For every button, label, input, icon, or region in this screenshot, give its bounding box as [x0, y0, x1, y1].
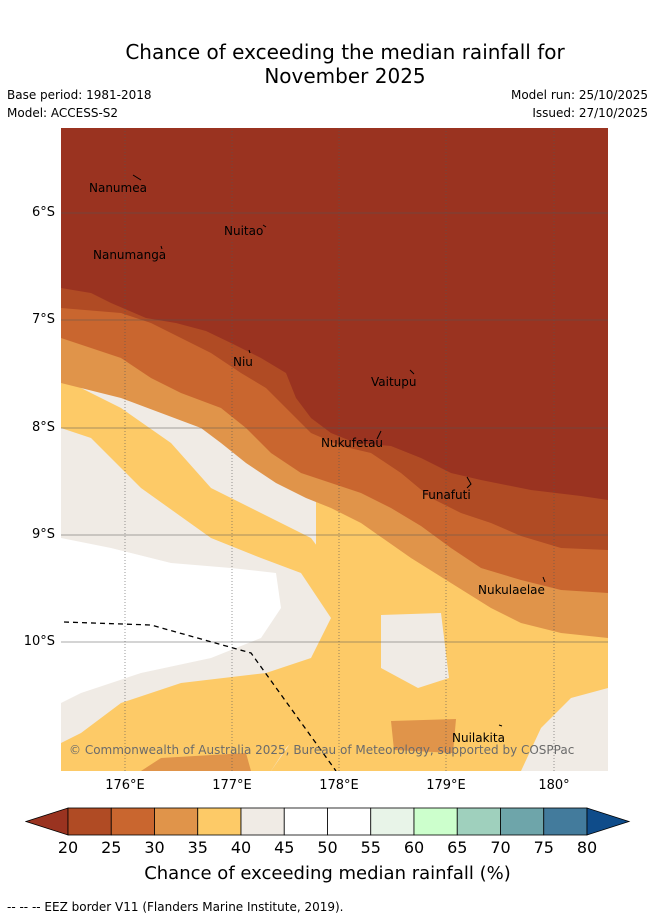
- colorbar-tick-label: 35: [187, 838, 208, 857]
- place-label: Funafuti: [422, 488, 471, 502]
- base-period: Base period: 1981-2018: [7, 88, 152, 102]
- colorbar-cell: [327, 807, 372, 836]
- colorbar-over-arrow: [586, 807, 631, 836]
- lat-label-10s: 10°S: [23, 634, 55, 649]
- colorbar-cell: [413, 807, 458, 836]
- eez-border: [63, 621, 337, 771]
- eez-legend: -- -- -- EEZ border V11 (Flanders Marine…: [7, 900, 344, 914]
- colorbar-under-arrow: [25, 807, 69, 836]
- place-label: Nuitao: [224, 224, 263, 238]
- title-line-1: Chance of exceeding the median rainfall …: [125, 40, 565, 64]
- issued-date: Issued: 27/10/2025: [532, 106, 648, 120]
- colorbar-cell: [500, 807, 545, 836]
- colorbar-tick-label: 60: [403, 838, 425, 857]
- region-45-50: [61, 538, 281, 703]
- colorbar-tick-label: 65: [447, 838, 468, 857]
- colorbar-cell: [543, 807, 588, 836]
- region-below-20: [61, 128, 608, 500]
- colorbar-tick-label: 50: [317, 838, 338, 857]
- colorbar: [25, 807, 631, 836]
- colorbar-tick-label: 55: [360, 838, 381, 857]
- colorbar-cell: [154, 807, 199, 836]
- colorbar-title: Chance of exceeding median rainfall (%): [144, 863, 511, 884]
- place-label: Vaitupu: [371, 375, 417, 389]
- colorbar-cell: [456, 807, 501, 836]
- colorbar-tick-label: 20: [57, 838, 79, 857]
- lat-label-6s: 6°S: [31, 205, 55, 220]
- place-label: Nukulaelae: [478, 583, 545, 597]
- copyright-notice: © Commonwealth of Australia 2025, Bureau…: [69, 743, 574, 757]
- colorbar-tick-label: 80: [576, 838, 598, 857]
- colorbar-tick-label: 45: [274, 838, 295, 857]
- colorbar-tick-label: 75: [533, 838, 554, 857]
- model-run: Model run: 25/10/2025: [510, 88, 648, 102]
- colorbar-tick-label: 25: [101, 838, 122, 857]
- place-label: Nukufetau: [321, 436, 383, 450]
- rainfall-map: Nanumea Nuitao Nanumanga Niu Vaitupu Nuk…: [61, 128, 608, 771]
- colorbar-cell: [240, 807, 285, 836]
- lat-label-7s: 7°S: [31, 312, 55, 327]
- colorbar-tick-label: 70: [490, 838, 511, 857]
- model-name: Model: ACCESS-S2: [7, 106, 119, 120]
- colorbar-tick-label: 30: [144, 838, 165, 857]
- colorbar-cell: [283, 807, 328, 836]
- title-line-2: November 2025: [264, 64, 426, 88]
- lon-label-176e: 176°E: [105, 778, 145, 793]
- chart-title: Chance of exceeding the median rainfall …: [0, 40, 655, 88]
- lat-label-8s: 8°S: [31, 420, 55, 435]
- lon-label-178e: 178°E: [319, 778, 359, 793]
- place-label: Nuilakita: [452, 731, 505, 745]
- place-label: Niu: [233, 355, 253, 369]
- colorbar-cell: [197, 807, 242, 836]
- colorbar-cell: [110, 807, 155, 836]
- lon-label-180: 180°: [538, 778, 570, 793]
- colorbar-cell: [370, 807, 415, 836]
- colorbar-cell: [67, 807, 112, 836]
- colorbar-tick-label: 40: [230, 838, 252, 857]
- lat-label-9s: 9°S: [31, 527, 55, 542]
- place-label: Nanumea: [89, 181, 147, 195]
- place-label: Nanumanga: [93, 248, 166, 262]
- lon-label-179e: 179°E: [426, 778, 466, 793]
- lon-label-177e: 177°E: [212, 778, 252, 793]
